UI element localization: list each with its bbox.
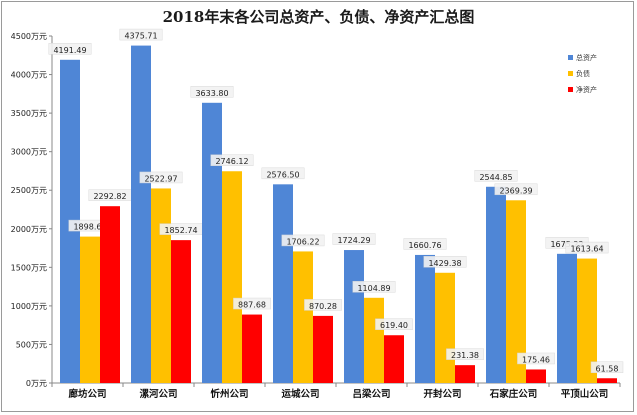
bar-net-assets [455, 365, 475, 383]
bar-liabilities [435, 272, 455, 383]
data-label-box [565, 241, 609, 254]
bar-total-assets [557, 253, 577, 383]
data-label-box [403, 238, 447, 250]
bar-total-assets [273, 184, 293, 383]
bar-net-assets [526, 369, 546, 383]
y-tick-label: 0万元 [26, 379, 47, 388]
data-label: 1613.64 [570, 245, 603, 254]
data-label-box [48, 43, 92, 55]
data-label: 2369.39 [499, 186, 532, 195]
bar-liabilities [80, 236, 100, 383]
x-tick-label: 开封公司 [423, 388, 461, 400]
y-tick-label: 1500万元 [11, 263, 47, 272]
data-label: 2522.97 [144, 174, 177, 183]
data-label: 2576.50 [266, 170, 299, 179]
bar-liabilities [364, 297, 384, 383]
bar-liabilities [577, 258, 597, 383]
data-label-box [517, 352, 555, 365]
x-tick-label: 石家庄公司 [489, 388, 538, 400]
data-label-box [281, 234, 325, 247]
y-tick-label: 500万元 [16, 340, 47, 349]
bar-liabilities [293, 251, 313, 383]
data-label-box [190, 86, 234, 98]
data-label: 1852.74 [164, 226, 197, 235]
bar-liabilities [222, 171, 242, 383]
data-label: 619.40 [380, 321, 408, 330]
data-label: 4191.49 [53, 46, 86, 55]
legend-swatch [568, 71, 573, 76]
bar-total-assets [415, 254, 435, 383]
x-tick-label: 忻州公司 [210, 388, 248, 400]
data-label-box [210, 154, 254, 166]
y-tick-label: 3500万元 [11, 109, 47, 118]
y-tick-label: 3000万元 [11, 148, 47, 157]
data-label-box [474, 170, 518, 182]
data-label: 231.38 [451, 351, 479, 360]
data-label: 3633.80 [195, 89, 228, 98]
data-label: 1660.76 [408, 241, 441, 250]
x-tick-label: 漯河公司 [139, 388, 177, 400]
data-label: 2292.82 [93, 192, 126, 201]
legend-label: 负债 [576, 69, 590, 78]
data-label: 887.68 [238, 301, 266, 310]
y-tick-label: 4500万元 [11, 32, 47, 41]
bar-total-assets [131, 45, 151, 384]
bar-net-assets [597, 378, 617, 383]
legend-label: 总资产 [576, 53, 597, 62]
data-label-box [375, 318, 413, 330]
data-label-box [139, 171, 183, 184]
data-label: 1706.22 [286, 237, 319, 246]
data-label-box [119, 28, 163, 41]
bar-net-assets [242, 314, 262, 383]
y-tick-label: 1000万元 [11, 302, 47, 311]
data-label-box [261, 167, 305, 180]
bar-liabilities [506, 200, 526, 383]
legend-swatch [568, 55, 573, 60]
bar-net-assets [313, 315, 333, 383]
legend-swatch [568, 87, 573, 92]
data-label: 1724.29 [337, 236, 370, 245]
x-tick-label: 平顶山公司 [561, 388, 609, 400]
bar-net-assets [384, 335, 404, 383]
y-tick-label: 4000万元 [11, 71, 47, 80]
data-label: 1429.38 [428, 259, 461, 268]
data-label-box [332, 233, 376, 245]
data-label: 2544.85 [479, 173, 512, 182]
data-label: 2746.12 [215, 157, 248, 166]
bar-total-assets [344, 250, 364, 383]
data-label: 61.58 [596, 364, 619, 373]
chart-title: 2018年末各公司总资产、负债、净资产汇总图 [162, 8, 475, 26]
bar-net-assets [100, 206, 120, 383]
data-label-box [494, 183, 538, 196]
data-label: 175.46 [522, 355, 550, 364]
data-label: 1104.89 [357, 284, 390, 293]
data-label: 4375.71 [124, 32, 157, 41]
data-label-box [446, 348, 484, 360]
data-label-box [423, 256, 467, 268]
data-label: 870.28 [309, 302, 337, 311]
bar-total-assets [486, 186, 506, 383]
data-label: 1898.67 [73, 223, 106, 232]
data-label-box [590, 361, 624, 374]
data-label-box [304, 299, 342, 311]
bar-total-assets [202, 102, 222, 384]
x-tick-label: 吕梁公司 [352, 388, 390, 400]
x-tick-label: 廊坊公司 [68, 388, 106, 400]
legend-label: 净资产 [576, 85, 597, 94]
bar-liabilities [151, 188, 171, 383]
x-tick-label: 运城公司 [281, 388, 319, 400]
y-tick-label: 2000万元 [11, 225, 47, 234]
data-label-box [233, 297, 271, 310]
data-label-box [352, 281, 396, 293]
y-tick-label: 2500万元 [11, 186, 47, 195]
bar-net-assets [171, 240, 191, 383]
